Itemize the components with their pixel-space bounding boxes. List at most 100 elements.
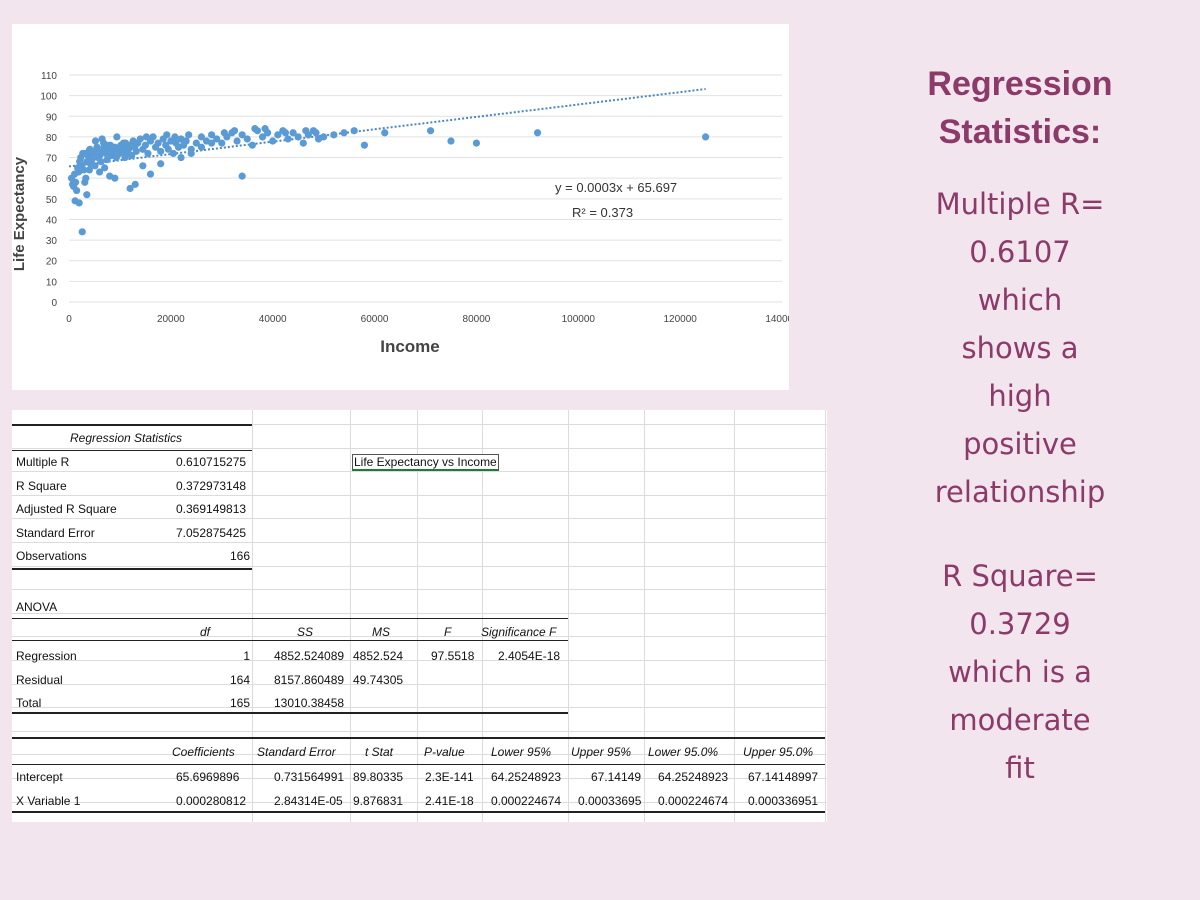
coef-header[interactable]: t Stat [365, 745, 394, 759]
data-point [258, 133, 267, 141]
data-point [119, 139, 128, 147]
reg-stat-value[interactable]: 7.052875425 [176, 525, 247, 540]
anova-row-label[interactable]: Regression [16, 649, 77, 663]
x-axis-label: Income [380, 337, 440, 356]
y-tick-label: 30 [46, 236, 58, 247]
coef-value[interactable]: 65.6969896 [176, 770, 240, 784]
anova-df[interactable]: 165 [229, 696, 250, 711]
data-point [197, 133, 206, 141]
anova-ms[interactable]: 4852.524 [353, 649, 404, 663]
coef-value[interactable]: 89.80335 [353, 770, 404, 784]
data-point [248, 141, 256, 149]
coef-value[interactable]: 9.876831 [353, 793, 404, 808]
anova-header-ss: SS [297, 625, 314, 639]
coef-value[interactable]: 0.000280812 [176, 793, 247, 808]
anova-df[interactable]: 1 [243, 649, 250, 663]
summary-sidebar: Regression Statistics: Multiple R= 0.6107… [900, 60, 1140, 792]
table-rule [12, 640, 568, 641]
coef-header[interactable]: Lower 95% [491, 745, 552, 759]
block2-line: 0.3729 [969, 607, 1071, 641]
coef-header[interactable]: Upper 95.0% [743, 745, 814, 759]
anova-header-ms: MS [372, 625, 390, 639]
anova-ss[interactable]: 13010.38458 [274, 696, 345, 711]
sidebar-title-line-2: Statistics: [938, 113, 1102, 151]
data-point [182, 137, 190, 145]
anova-row-label[interactable]: Residual [16, 672, 63, 687]
reg-stat-value[interactable]: 0.610715275 [176, 455, 247, 469]
anova-row-label[interactable]: Total [16, 696, 42, 711]
data-point [230, 127, 239, 135]
block1-line: positive [963, 427, 1077, 461]
x-tick-label: 60000 [361, 314, 389, 325]
data-point [97, 158, 105, 166]
coef-row-label[interactable]: X Variable 1 [16, 793, 81, 808]
data-point [101, 164, 109, 172]
coef-value[interactable]: 2.41E-18 [425, 793, 474, 808]
trendline [68, 88, 706, 168]
reg-stat-value[interactable]: 0.372973148 [176, 478, 247, 493]
reg-stat-value[interactable]: 166 [229, 549, 250, 564]
data-point [261, 125, 269, 133]
y-tick-label: 110 [41, 71, 57, 82]
coef-value[interactable]: 2.3E-141 [425, 770, 474, 784]
coef-value[interactable]: 64.25248923 [491, 770, 562, 784]
coef-value[interactable]: 67.14149 [590, 770, 641, 784]
data-point [163, 131, 171, 139]
y-tick-label: 20 [46, 257, 58, 268]
anova-ms[interactable]: 49.74305 [353, 672, 404, 687]
data-point [251, 125, 259, 133]
x-tick-label: 40000 [259, 314, 287, 325]
chart-title-cell[interactable]: Life Expectancy vs Income [352, 454, 499, 471]
anova-header-significance: Significance F [481, 625, 557, 639]
coef-value[interactable]: 2.84314E-05 [274, 793, 343, 808]
coef-value[interactable]: 0.000224674 [491, 793, 562, 808]
y-tick-label: 60 [46, 174, 58, 185]
block2-line: moderate [949, 703, 1091, 737]
reg-stat-value[interactable]: 0.369149813 [176, 502, 247, 517]
data-point [360, 141, 368, 149]
coef-header[interactable]: P-value [424, 745, 465, 759]
coef-header[interactable]: Lower 95.0% [648, 745, 719, 759]
reg-stat-label[interactable]: Multiple R [16, 455, 70, 469]
data-point [192, 139, 200, 147]
anova-ss[interactable]: 8157.860489 [274, 672, 345, 687]
data-point [157, 160, 165, 168]
y-tick-label: 50 [46, 195, 58, 206]
reg-stat-label[interactable]: Observations [16, 549, 87, 564]
reg-stat-label[interactable]: Standard Error [16, 525, 95, 540]
anova-ss[interactable]: 4852.524089 [274, 649, 345, 663]
data-point [88, 156, 96, 164]
data-point [299, 139, 307, 147]
coef-value[interactable]: 0.00033695 [578, 793, 642, 808]
data-point [233, 137, 241, 145]
coef-value[interactable]: 0.000224674 [658, 793, 729, 808]
scatter-chart: 0 10 20 30 40 50 60 70 80 90 100 110 0 20000 40000 6000… [12, 71, 789, 356]
data-point [238, 172, 246, 180]
coef-header[interactable]: Upper 95% [571, 745, 632, 759]
coef-value[interactable]: 0.000336951 [748, 793, 819, 808]
block1-line: 0.6107 [969, 235, 1071, 269]
reg-stat-label[interactable]: R Square [16, 478, 67, 493]
data-point [426, 127, 435, 135]
anova-header-f: F [444, 625, 452, 639]
reg-stat-label[interactable]: Adjusted R Square [16, 502, 117, 517]
coef-value[interactable]: 0.731564991 [274, 770, 345, 784]
data-point [142, 133, 151, 141]
anova-df[interactable]: 164 [229, 672, 250, 687]
coef-value[interactable]: 64.25248923 [658, 770, 729, 784]
coef-value[interactable]: 67.14148997 [748, 770, 819, 784]
coef-row-label[interactable]: Intercept [16, 770, 63, 784]
coef-header[interactable]: Coefficients [172, 745, 235, 759]
data-point [197, 143, 206, 151]
anova-significance[interactable]: 2.4054E-18 [498, 649, 561, 663]
r-squared-label: R² = 0.373 [572, 205, 633, 220]
data-point [171, 133, 179, 141]
equation-label: y = 0.0003x + 65.697 [555, 180, 677, 195]
anova-title: ANOVA [16, 600, 58, 614]
r-square-summary: R Square= 0.3729 which is a moderate fit [900, 552, 1140, 792]
table-rule [12, 450, 252, 451]
anova-f[interactable]: 97.5518 [431, 649, 475, 663]
coef-header[interactable]: Standard Error [257, 745, 336, 759]
x-tick-label: 0 [66, 314, 72, 325]
data-point [447, 137, 455, 145]
